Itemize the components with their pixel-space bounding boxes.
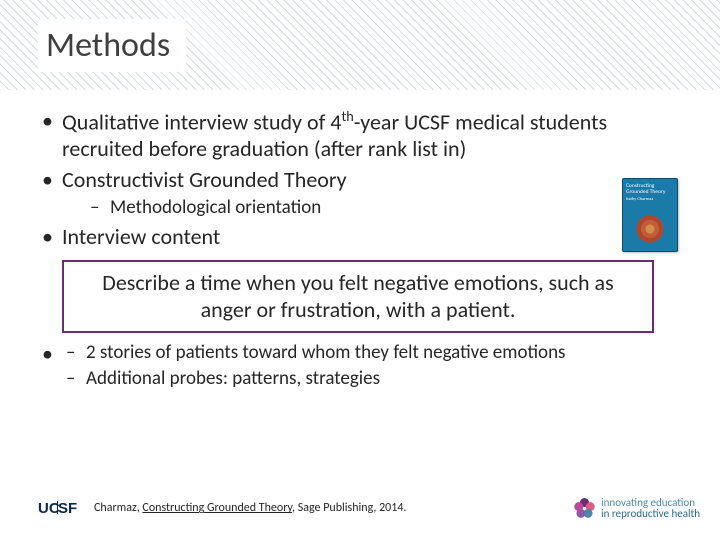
bullet-2-sublist: Methodological orientation — [62, 196, 690, 220]
bullet-1-text-pre: Qualitative interview study of 4 — [62, 108, 341, 135]
partner-logo-text: innovating education in reproductive hea… — [601, 497, 700, 520]
title-container: Methods — [38, 19, 186, 72]
partner-logo-line2: in reproductive health — [601, 508, 700, 520]
citation-title: Constructing Grounded Theory — [142, 501, 292, 515]
book-author: Kathy Charmaz — [626, 197, 674, 202]
citation-author: Charmaz, — [94, 501, 142, 515]
book-art-icon — [634, 213, 666, 245]
bullet-3-sub-1: 2 stories of patients toward whom they f… — [38, 341, 690, 365]
book-title: Constructing Grounded Theory — [626, 183, 674, 195]
bullet-2-sub-1: Methodological orientation — [62, 196, 690, 220]
ucsf-logo-icon: UC SF — [38, 498, 80, 518]
citation: Charmaz, Constructing Grounded Theory, S… — [94, 501, 406, 515]
slide-title: Methods — [46, 25, 170, 66]
book-cover: Constructing Grounded Theory Kathy Charm… — [622, 178, 678, 252]
bullet-list: Qualitative interview study of 4th-year … — [38, 108, 690, 250]
quote-box: Describe a time when you felt negative e… — [62, 260, 654, 333]
bullet-3-subwrap: 2 stories of patients toward whom they f… — [38, 341, 690, 391]
svg-text:SF: SF — [58, 500, 77, 517]
bullet-2: Constructivist Grounded Theory Methodolo… — [38, 167, 690, 220]
bullet-3: Interview content — [38, 224, 690, 251]
bullet-1: Qualitative interview study of 4th-year … — [38, 108, 690, 163]
content-area: Qualitative interview study of 4th-year … — [38, 108, 690, 395]
bullet-3-after: 2 stories of patients toward whom they f… — [38, 341, 690, 391]
citation-rest: , Sage Publishing, 2014. — [292, 501, 406, 515]
bullet-3-text: Interview content — [62, 223, 220, 250]
bullet-2-text: Constructivist Grounded Theory — [62, 166, 347, 193]
svg-text:UC: UC — [38, 500, 60, 517]
bullet-3-sublist: 2 stories of patients toward whom they f… — [38, 341, 690, 391]
slide: Methods Qualitative interview study of 4… — [0, 0, 720, 540]
header-band: Methods — [0, 0, 720, 90]
bullet-3-sub-2: Additional probes: patterns, strategies — [38, 367, 690, 391]
bullet-1-sup: th — [341, 107, 353, 125]
ucsf-logo: UC SF — [38, 498, 80, 518]
partner-logo: innovating education in reproductive hea… — [573, 497, 700, 520]
flower-icon — [573, 497, 595, 519]
footer: UC SF Charmaz, Constructing Grounded The… — [38, 497, 700, 520]
